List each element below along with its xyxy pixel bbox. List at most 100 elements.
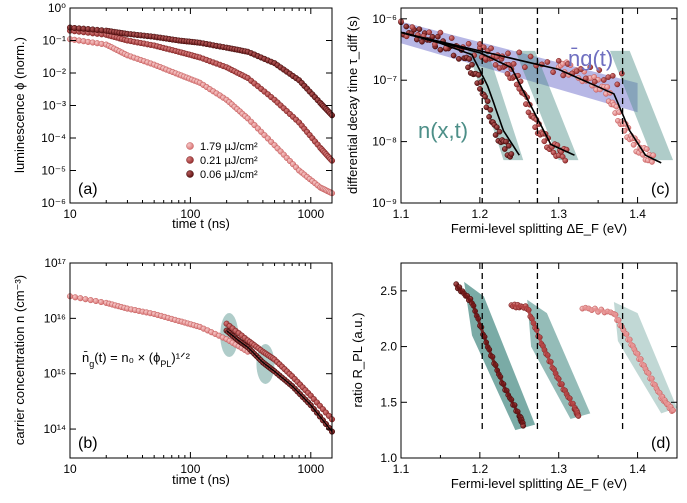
data-point-mid (587, 64, 594, 71)
data-point-mid (541, 138, 548, 145)
panel-c-marks (398, 8, 674, 203)
x-tick-label: 10 (63, 207, 77, 221)
data-point-mid (522, 64, 528, 71)
data-point-dark (416, 26, 423, 33)
y-tick-label: 1.5 (380, 395, 397, 409)
panel-a-legend: 1.79 µJ/cm² 0.21 µJ/cm² 0.06 µJ/cm² (186, 141, 258, 181)
data-point-dark (455, 56, 462, 62)
legend-marker (186, 170, 194, 178)
data-point-mid (504, 71, 511, 77)
teal-region (609, 50, 674, 161)
x-tick-label: 100 (180, 462, 200, 476)
panel-c: 1.1 1.2 1.3 1.4 10⁻⁹ 10⁻⁸ 10⁻⁷ 10⁻⁶ Fermi-level… (345, 7, 678, 236)
panel-a-ylabel: luminescence ϕ (norm.) (12, 37, 27, 173)
data-point-mid (600, 77, 607, 83)
panel-d-xlabel: Fermi-level splitting ΔE_F (eV) (451, 476, 627, 491)
panel-c-ng-label: n̄g(t) (568, 46, 613, 71)
data-point-mid (426, 29, 433, 36)
y-tick-label: 10⁻⁶ (372, 12, 397, 26)
data-point-dark (466, 56, 473, 62)
data-point-mid (560, 72, 567, 79)
panel-b-equation: n̄g(t) = n₀ × (ϕPL)¹ᐟ² (82, 350, 191, 369)
legend-label: 0.06 µJ/cm² (200, 169, 258, 181)
data-point-dark (484, 98, 491, 105)
y-tick-label: 10¹⁵ (44, 367, 66, 381)
y-tick-label: 10⁻⁴ (41, 131, 66, 145)
data-point-mid (544, 59, 551, 65)
y-tick-label: 10⁻¹ (42, 34, 66, 48)
data-point-mid (614, 81, 621, 88)
panel-c-xlabel: Fermi-level splitting ΔE_F (eV) (451, 221, 627, 236)
data-point-mid (591, 78, 598, 85)
data-point-dark (486, 113, 492, 120)
teal-region (613, 302, 677, 414)
data-point-mid (465, 40, 472, 47)
data-point-dark (501, 146, 508, 152)
panel-b-marks (66, 293, 336, 435)
legend-marker (186, 142, 194, 150)
x-tick-label: 1.1 (393, 207, 410, 221)
y-tick-label: 10¹⁷ (44, 256, 66, 270)
data-point-mid (550, 69, 556, 75)
y-tick-label: 10¹⁶ (44, 311, 66, 325)
data-point-mid (564, 61, 571, 67)
data-point-mid (532, 124, 538, 131)
data-point-mid (578, 66, 585, 73)
y-tick-label: 10⁻⁵ (41, 164, 66, 178)
data-point-mid (409, 24, 416, 30)
data-point-dark (494, 124, 500, 131)
data-point-mid (505, 50, 511, 57)
x-tick-label: 100 (180, 207, 200, 221)
data-point-mid (618, 70, 625, 77)
panel-c-frame (400, 7, 678, 204)
y-tick-label: 1.0 (380, 451, 397, 465)
data-point-mid (448, 35, 455, 41)
panel-a-ticks: 10 100 1000 10⁻⁶ 10⁻⁵ 10⁻⁴ 10⁻³ 10⁻² 10⁻¹ 10⁰ (41, 1, 332, 221)
panel-b-frame (69, 262, 333, 459)
x-tick-label: 1.3 (550, 462, 567, 476)
fit-line (400, 31, 575, 156)
x-tick-label: 1000 (297, 462, 324, 476)
x-tick-label: 1.4 (629, 207, 646, 221)
ng-band (401, 21, 638, 113)
panel-c-ticks: 1.1 1.2 1.3 1.4 10⁻⁹ 10⁻⁸ 10⁻⁷ 10⁻⁶ (372, 8, 678, 221)
panel-c-letter: (c) (651, 181, 670, 198)
panel-c-ylabel: differential decay time τ_diff (s) (345, 16, 360, 194)
panel-d: 1.1 1.2 1.3 1.4 1.0 1.5 2.0 2.5 Fermi-level spl… (350, 262, 678, 491)
y-tick-label: 2.5 (380, 284, 397, 298)
panel-a-xlabel: time t (ns) (172, 216, 230, 231)
y-tick-label: 10⁻⁷ (373, 73, 397, 87)
data-point-dark (482, 93, 488, 100)
x-tick-label: 1000 (297, 207, 324, 221)
data-point-light (87, 297, 94, 304)
y-tick-label: 10⁻⁹ (372, 196, 397, 210)
x-tick-label: 10 (63, 462, 77, 476)
data-point-dark (505, 142, 512, 149)
data-point-light (72, 294, 79, 301)
data-point-dark (487, 106, 494, 113)
panel-b: 10 100 1000 10¹⁴ 10¹⁵ 10¹⁶ 10¹⁷ time t (ns) ca… (12, 256, 336, 487)
data-point-dark (419, 38, 425, 45)
fit-line (226, 330, 333, 432)
teal-region (515, 50, 579, 161)
panel-d-ticks: 1.1 1.2 1.3 1.4 1.0 1.5 2.0 2.5 (380, 263, 678, 476)
y-tick-label: 10¹⁴ (44, 422, 67, 436)
legend-label: 0.21 µJ/cm² (200, 155, 258, 167)
teal-region (527, 299, 591, 419)
data-point-light (643, 146, 650, 152)
data-point-mid (609, 72, 616, 79)
data-point-dark (403, 23, 410, 30)
legend-label: 1.79 µJ/cm² (200, 141, 258, 153)
data-point-mid (527, 53, 534, 60)
panel-a-marks (66, 24, 336, 197)
y-tick-label: 2.0 (380, 340, 397, 354)
y-tick-label: 10⁻⁶ (41, 196, 66, 210)
data-point-mid (562, 157, 569, 164)
x-tick-label: 1.3 (550, 207, 567, 221)
panel-d-letter: (d) (651, 435, 671, 452)
data-point-light (650, 152, 657, 159)
fit-line (511, 303, 580, 417)
data-point-mid (437, 29, 444, 36)
data-point-light (630, 141, 637, 148)
